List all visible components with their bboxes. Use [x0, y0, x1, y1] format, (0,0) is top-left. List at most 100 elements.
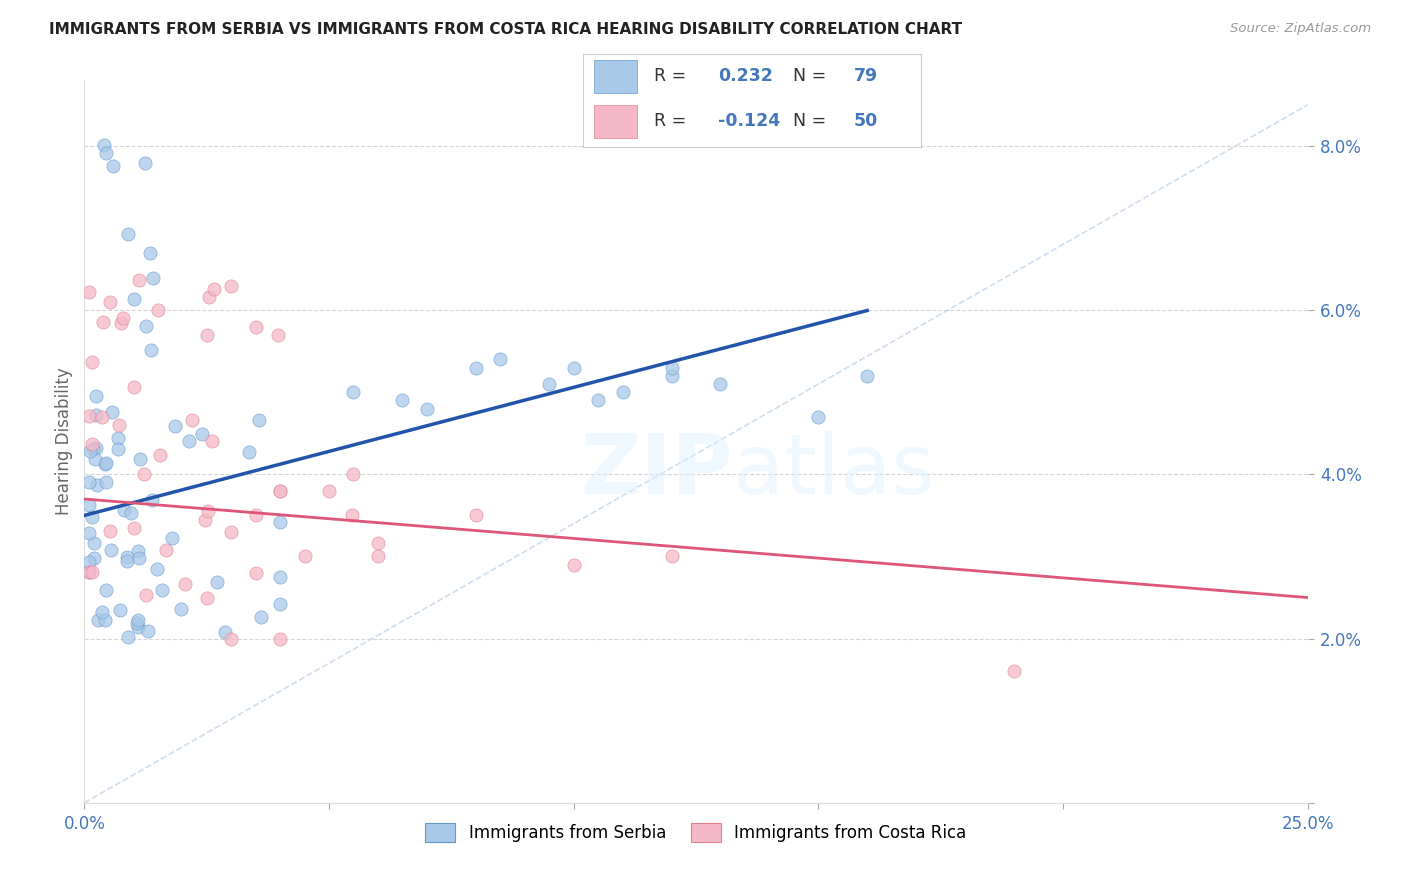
Point: [91, 316, 114, 330]
Point: [179, 434, 201, 448]
Point: [83, 551, 105, 566]
Point: [117, 227, 139, 241]
Point: [77, 565, 100, 579]
Point: [219, 278, 242, 293]
Point: [562, 360, 585, 375]
Point: [269, 483, 291, 498]
Point: [145, 562, 167, 576]
Point: [294, 549, 316, 564]
Point: [416, 401, 439, 416]
Text: ZIP: ZIP: [581, 430, 733, 511]
Point: [108, 603, 131, 617]
Point: [269, 632, 291, 646]
Point: [150, 583, 173, 598]
Point: [79, 444, 101, 458]
Point: [142, 271, 165, 285]
Point: [80, 510, 103, 524]
Point: [80, 355, 103, 369]
Point: [149, 449, 172, 463]
Point: [124, 380, 146, 394]
Point: [562, 558, 585, 572]
Point: [80, 437, 103, 451]
Point: [586, 393, 609, 408]
Y-axis label: Hearing Disability: Hearing Disability: [55, 368, 73, 516]
Point: [269, 483, 291, 498]
Point: [107, 442, 129, 456]
Text: N =: N =: [793, 112, 831, 130]
Legend: Immigrants from Serbia, Immigrants from Costa Rica: Immigrants from Serbia, Immigrants from …: [419, 816, 973, 848]
Text: R =: R =: [654, 112, 692, 130]
Point: [135, 588, 157, 602]
Point: [191, 427, 214, 442]
Point: [94, 456, 117, 470]
Point: [367, 535, 389, 549]
Bar: [593, 105, 637, 138]
Point: [93, 613, 115, 627]
Point: [139, 343, 162, 357]
Point: [77, 475, 100, 489]
Point: [112, 310, 135, 325]
Point: [77, 285, 100, 300]
Text: Source: ZipAtlas.com: Source: ZipAtlas.com: [1230, 22, 1371, 36]
Text: atlas: atlas: [733, 430, 935, 511]
Point: [194, 513, 217, 527]
Point: [238, 445, 260, 459]
Point: [250, 609, 273, 624]
Point: [84, 451, 107, 466]
Point: [709, 377, 731, 392]
Point: [170, 602, 193, 616]
Point: [181, 412, 204, 426]
Point: [117, 630, 139, 644]
Point: [146, 303, 169, 318]
Point: [110, 316, 132, 330]
Point: [86, 408, 108, 422]
Point: [98, 524, 121, 538]
Point: [101, 159, 124, 173]
Point: [125, 615, 148, 630]
Point: [124, 292, 146, 306]
Point: [197, 290, 219, 304]
Point: [77, 555, 100, 569]
Point: [247, 413, 270, 427]
Point: [128, 272, 150, 286]
Point: [612, 385, 634, 400]
Point: [132, 467, 155, 481]
Point: [94, 146, 117, 161]
Point: [84, 442, 107, 456]
Point: [101, 404, 124, 418]
Point: [318, 483, 340, 498]
Point: [127, 620, 149, 634]
Point: [340, 508, 363, 522]
Point: [122, 521, 145, 535]
Point: [856, 368, 879, 383]
Point: [245, 319, 267, 334]
Text: R =: R =: [654, 67, 692, 85]
Point: [77, 409, 100, 424]
Point: [195, 327, 218, 342]
Point: [86, 478, 108, 492]
Text: IMMIGRANTS FROM SERBIA VS IMMIGRANTS FROM COSTA RICA HEARING DISABILITY CORRELAT: IMMIGRANTS FROM SERBIA VS IMMIGRANTS FRO…: [49, 22, 962, 37]
Point: [127, 543, 149, 558]
Point: [91, 605, 114, 619]
Point: [1002, 665, 1025, 679]
Point: [155, 543, 177, 558]
Point: [77, 526, 100, 541]
Point: [107, 431, 129, 445]
Point: [83, 536, 105, 550]
Point: [342, 467, 364, 482]
Point: [141, 493, 163, 508]
Text: 0.232: 0.232: [718, 67, 773, 85]
Point: [87, 613, 110, 627]
Point: [93, 138, 115, 153]
Point: [661, 360, 683, 375]
Point: [94, 582, 117, 597]
Point: [269, 516, 291, 530]
Point: [93, 458, 115, 472]
Point: [160, 531, 183, 545]
Point: [163, 419, 186, 434]
Point: [214, 625, 236, 640]
Point: [661, 549, 683, 564]
Point: [201, 434, 224, 448]
Point: [661, 368, 683, 383]
Point: [342, 385, 364, 400]
